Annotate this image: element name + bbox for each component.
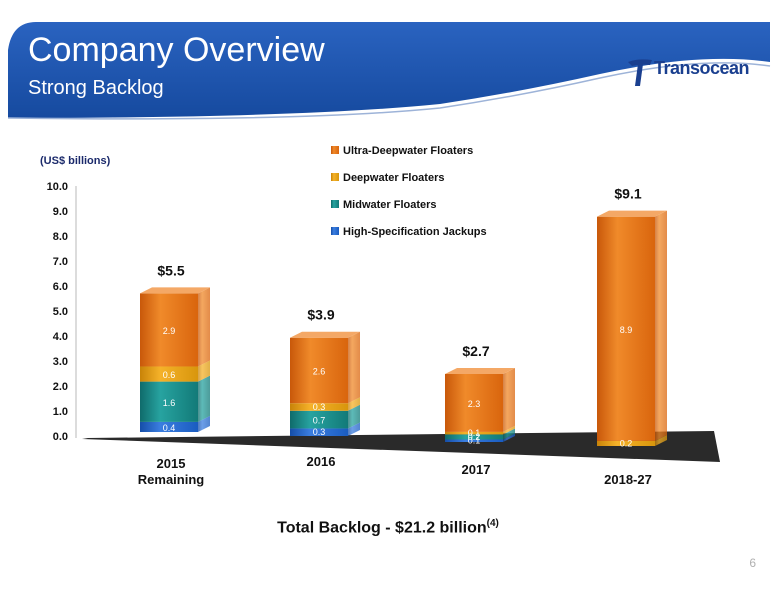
transocean-logo: Transocean — [626, 56, 766, 88]
y-tick-label: 2.0 — [53, 381, 68, 393]
category-label: Remaining — [138, 472, 205, 487]
y-tick-label: 8.0 — [53, 231, 68, 243]
bar-top — [140, 287, 210, 294]
segment-label: 0.2 — [468, 432, 481, 442]
bar-segment — [597, 216, 655, 441]
bar-segment — [290, 337, 348, 404]
segment-label: 2.6 — [313, 366, 326, 376]
total-backlog-footer: Total Backlog - $21.2 billion(4) — [0, 518, 776, 537]
bar-segment — [140, 381, 198, 422]
slide-title: Company Overview — [28, 31, 325, 69]
bar-segment — [597, 440, 655, 446]
bar-segment-side — [198, 287, 210, 367]
bar-segment — [140, 366, 198, 382]
legend-swatch — [331, 227, 339, 235]
bar-segment-side — [348, 397, 360, 411]
segment-label: 2.3 — [468, 399, 481, 409]
bars — [140, 210, 667, 446]
segment-label: 0.6 — [163, 370, 176, 380]
header-banner — [0, 0, 776, 128]
y-tick-label: 4.0 — [53, 331, 68, 343]
segment-label: 0.7 — [313, 416, 326, 426]
legend-label: Deepwater Floaters — [343, 172, 444, 184]
bar-segment — [290, 403, 348, 411]
segment-label: 0.3 — [313, 402, 326, 412]
bar-segment — [445, 431, 503, 435]
bar-segment-side — [348, 331, 360, 404]
logo-mark-icon — [628, 59, 652, 86]
y-tick-label: 10.0 — [47, 181, 68, 193]
slide-header: Company Overview Strong Backlog Transoce… — [0, 0, 776, 128]
segment-label: 8.9 — [620, 325, 633, 335]
chart-legend: Ultra-Deepwater Floaters Deepwater Floate… — [331, 145, 487, 238]
total-backlog-text: Total Backlog - $21.2 billion — [277, 519, 487, 537]
segment-label: 0.3 — [313, 427, 326, 437]
legend-label: High-Specification Jackups — [343, 226, 487, 238]
bar-segment — [445, 434, 503, 440]
backlog-chart: (US$ billions) 0.0 1.0 2.0 3.0 4.0 5.0 6.0 7.0 8… — [40, 145, 720, 487]
y-tick-label: 3.0 — [53, 356, 68, 368]
legend-swatch — [331, 200, 339, 208]
bar-segment-side — [198, 415, 210, 432]
bar-segment-side — [348, 404, 360, 429]
bar-segment-side — [503, 367, 515, 432]
bar-top — [597, 210, 667, 217]
bar-total-label: $5.5 — [157, 262, 184, 278]
unit-label: (US$ billions) — [40, 155, 111, 167]
bar-segment — [290, 410, 348, 429]
bar-segment-side — [655, 434, 667, 446]
bar-total-label: $3.9 — [307, 307, 334, 323]
y-tick-label: 0.0 — [53, 431, 68, 443]
category-label: 2016 — [307, 454, 336, 469]
bar-segment-side — [198, 375, 210, 422]
legend-label: Midwater Floaters — [343, 199, 437, 211]
legend-swatch — [331, 173, 339, 181]
slide-subtitle: Strong Backlog — [28, 77, 164, 99]
y-tick-label: 9.0 — [53, 206, 68, 218]
bar-segment — [140, 421, 198, 432]
bar-segment-side — [198, 360, 210, 382]
page-number: 6 — [749, 556, 756, 570]
segment-label: 0.4 — [163, 423, 176, 433]
segment-label: 0.1 — [468, 428, 481, 438]
y-tick-label: 1.0 — [53, 406, 68, 418]
bar-total-label: $2.7 — [462, 343, 489, 359]
bar-segment — [290, 428, 348, 436]
bar-segment-side — [503, 428, 515, 440]
bar-segment-side — [348, 422, 360, 436]
bar-segment — [445, 373, 503, 432]
legend-label: Ultra-Deepwater Floaters — [343, 145, 473, 157]
bar-segment — [445, 439, 503, 442]
bar-top — [445, 367, 515, 374]
bar-segment-side — [655, 210, 667, 441]
segment-label: 2.9 — [163, 326, 176, 336]
category-label: 2015 — [157, 456, 186, 471]
y-tick-label: 6.0 — [53, 281, 68, 293]
y-tick-labels: 0.0 1.0 2.0 3.0 4.0 5.0 6.0 7.0 8.0 9.0 10.0 — [47, 181, 68, 443]
footnote-ref: (4) — [486, 518, 499, 529]
category-label: 2017 — [462, 462, 491, 477]
category-label: 2018-27 — [604, 472, 652, 487]
legend-swatch — [331, 146, 339, 154]
chart-floor — [82, 431, 720, 462]
bar-segment — [140, 293, 198, 367]
bar-top — [290, 331, 360, 338]
bar-total-label: $9.1 — [614, 186, 641, 202]
logo-text: Transocean — [654, 58, 750, 78]
segment-label: 0.2 — [620, 438, 633, 448]
segment-label: 1.6 — [163, 398, 176, 408]
y-tick-label: 5.0 — [53, 306, 68, 318]
bar-segment-side — [503, 425, 515, 435]
y-tick-label: 7.0 — [53, 256, 68, 268]
segment-label: 0.1 — [468, 436, 481, 446]
bar-segment-side — [503, 433, 515, 442]
data-labels: 0.41.60.62.9$5.52015Remaining0.30.70.32.… — [138, 186, 652, 487]
